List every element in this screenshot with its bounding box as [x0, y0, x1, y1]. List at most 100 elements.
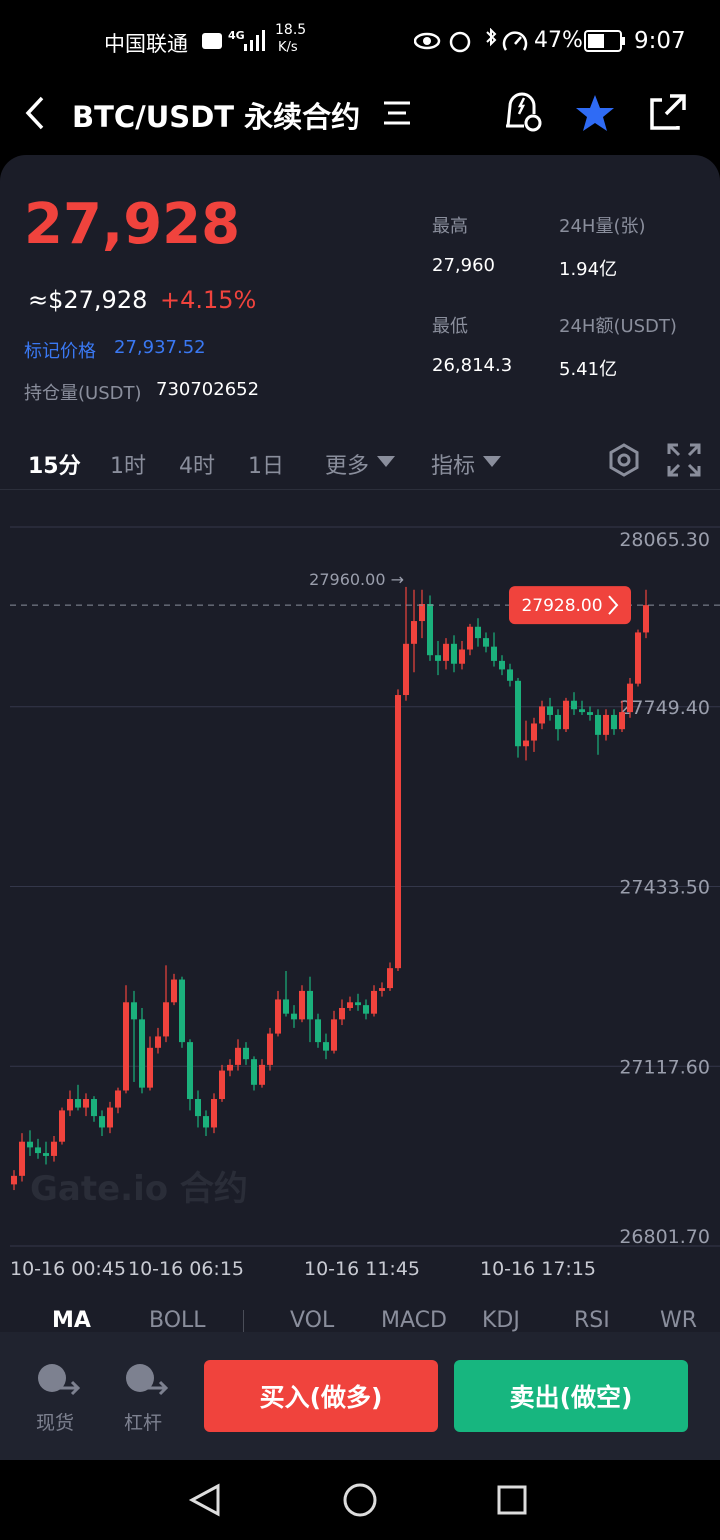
candle-body: [555, 714, 561, 730]
candle-body: [627, 683, 633, 713]
candle-body: [603, 714, 609, 735]
more-tab[interactable]: 更多: [325, 454, 370, 479]
candle-body: [27, 1141, 33, 1148]
candle-body: [83, 1099, 89, 1108]
interval-tab[interactable]: 1时: [110, 454, 146, 479]
mark-price: 27,937.52: [114, 337, 206, 358]
dropdown-arrow: [483, 456, 501, 467]
candle-body: [499, 660, 505, 670]
stat-label: 24H额(USDT): [559, 316, 677, 337]
indicator-option[interactable]: VOL: [290, 1308, 335, 1333]
alert-icon[interactable]: [502, 92, 544, 134]
candle-body: [643, 605, 649, 633]
separator: [243, 1310, 244, 1332]
price-change: +4.15%: [160, 286, 257, 314]
interval-tab[interactable]: 15分: [28, 454, 81, 479]
candle-body: [51, 1141, 57, 1156]
candle-body: [251, 1059, 257, 1085]
candle-body: [11, 1175, 17, 1185]
candle-body: [299, 990, 305, 1020]
indicator-tab[interactable]: 指标: [431, 454, 476, 479]
signal-icon: [244, 30, 265, 51]
candle-body: [307, 990, 313, 1020]
indicator-option[interactable]: KDJ: [482, 1308, 520, 1333]
stat-value: 1.94亿: [559, 259, 618, 280]
candle-body: [163, 1002, 169, 1037]
spot-label[interactable]: 现货: [36, 1412, 75, 1434]
interval-tab[interactable]: 4时: [179, 454, 215, 479]
watermark: Gate.io 合约: [30, 1169, 248, 1209]
x-tick-label: 10-16 11:45: [304, 1258, 420, 1280]
candle-body: [403, 643, 409, 696]
last-price-tag: [509, 586, 631, 625]
buy-button[interactable]: 买入(做多): [204, 1360, 438, 1432]
candle-body: [179, 979, 185, 1043]
dropdown-arrow: [377, 456, 395, 467]
candle-body: [355, 1002, 361, 1006]
fullscreen-icon[interactable]: [666, 442, 702, 478]
candle-body: [323, 1042, 329, 1051]
stat-value: 26,814.3: [432, 355, 513, 376]
candle-body: [467, 626, 473, 650]
high-annotation: 27960.00 →: [309, 570, 404, 589]
candle-body: [635, 632, 641, 684]
candle-body: [483, 638, 489, 647]
nav-home[interactable]: [343, 1483, 377, 1517]
candle-body: [339, 1007, 345, 1020]
candle-body: [91, 1099, 97, 1117]
candle-body: [75, 1099, 81, 1108]
battery-icon: [584, 30, 625, 52]
candle-body: [563, 700, 569, 730]
candle-body: [59, 1110, 65, 1142]
candle-body: [99, 1116, 105, 1128]
candle-body: [67, 1099, 73, 1111]
candle-body: [491, 646, 497, 661]
candle-body: [235, 1047, 241, 1065]
candle-body: [155, 1036, 161, 1048]
candle-body: [531, 723, 537, 741]
net-speed: 18.5: [275, 22, 307, 38]
share-icon[interactable]: [648, 92, 690, 134]
candle-body: [371, 990, 377, 1014]
back-button[interactable]: [22, 96, 48, 130]
margin-label[interactable]: 杠杆: [124, 1412, 163, 1434]
margin-icon[interactable]: [124, 1362, 168, 1398]
network: 4G: [228, 29, 245, 42]
indicator-option[interactable]: MACD: [381, 1308, 447, 1333]
indicator-option[interactable]: BOLL: [149, 1308, 206, 1333]
open-interest-label: 持仓量(USDT): [24, 383, 142, 404]
pair-title[interactable]: BTC/USDT 永续合约: [72, 100, 361, 134]
nav-bar: [188, 1483, 527, 1517]
candle-body: [443, 643, 449, 661]
candle-body: [547, 706, 553, 715]
sell-button[interactable]: 卖出(做空): [454, 1360, 688, 1432]
nav-recent[interactable]: [497, 1485, 527, 1515]
open-interest: 730702652: [156, 379, 260, 400]
candle-body: [539, 706, 545, 724]
candle-body: [363, 1005, 369, 1014]
menu-icon[interactable]: [382, 100, 412, 126]
spot-icon[interactable]: [36, 1362, 80, 1398]
candle-body: [387, 968, 393, 989]
net-speed-unit: K/s: [278, 40, 298, 55]
candlestick-chart: Gate.io 合约 28065.30 27749.40 27433.50 27117…: [10, 526, 720, 1280]
indicator-option[interactable]: WR: [660, 1308, 698, 1333]
candle-body: [507, 669, 513, 681]
indicator-option[interactable]: MA: [52, 1308, 91, 1333]
settings-icon[interactable]: [606, 442, 642, 478]
candle-body: [19, 1141, 25, 1176]
divider: [0, 489, 720, 490]
favorite-star[interactable]: [574, 92, 616, 134]
candle-body: [459, 649, 465, 664]
mark-price-label: 标记价格: [24, 341, 96, 362]
candle-body: [139, 1019, 145, 1088]
candle-body: [171, 979, 177, 1003]
nav-back[interactable]: [188, 1483, 220, 1517]
x-tick-label: 10-16 06:15: [128, 1258, 244, 1280]
candle-body: [115, 1090, 121, 1108]
interval-tab[interactable]: 1日: [248, 454, 284, 479]
carrier: 中国联通: [104, 32, 188, 56]
indicator-option[interactable]: RSI: [574, 1308, 610, 1333]
y-tick-label: 28065.30: [619, 529, 710, 551]
candle-body: [619, 712, 625, 730]
